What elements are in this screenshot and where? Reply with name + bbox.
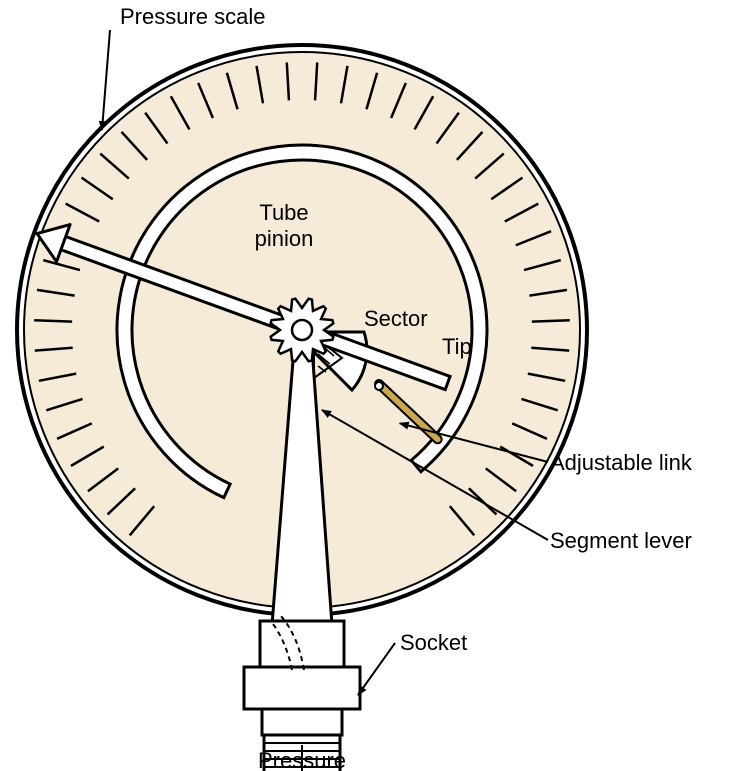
label-segment-lever: Segment lever [550,528,692,553]
label-tube: Tube [259,200,308,225]
label-pressure-scale: Pressure scale [120,4,266,29]
label-adjustable-link: Adjustable link [550,450,693,475]
label-socket: Socket [400,630,467,655]
bourdon-gauge-diagram: Pressure scale Tubepinion Sector Tip Adjusta… [0,0,729,771]
label-pinion: pinion [255,226,314,251]
label-sector: Sector [364,306,428,331]
label-tip: Tip [442,334,472,359]
